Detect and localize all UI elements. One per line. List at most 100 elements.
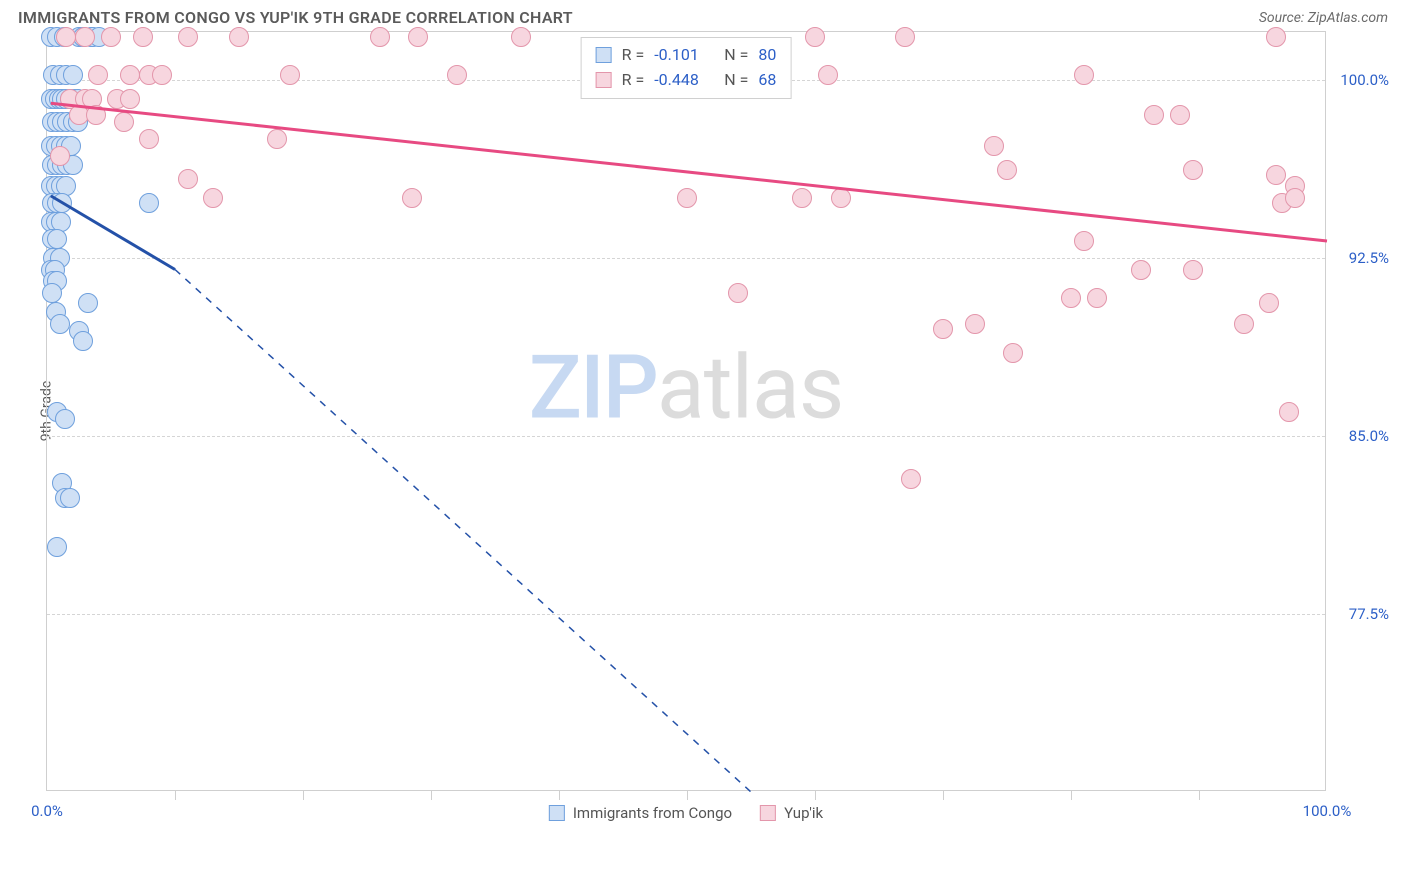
plot-area: ZIPatlas R =-0.101N =80R =-0.448N =68 Im… (46, 31, 1326, 791)
scatter-point (139, 193, 159, 213)
scatter-point (1259, 293, 1279, 313)
scatter-point (78, 293, 98, 313)
r-value: -0.101 (654, 43, 714, 68)
scatter-point (1061, 288, 1081, 308)
y-tick-label: 77.5% (1349, 605, 1389, 623)
n-label: N = (724, 68, 748, 93)
scatter-point (1144, 105, 1164, 125)
stats-row: R = -0.101 N = 80 (596, 43, 777, 68)
watermark: ZIPatlas (529, 337, 844, 440)
scatter-point (933, 319, 953, 339)
scatter-point (86, 105, 106, 125)
trend-line-extension (175, 270, 751, 793)
x-minor-tick (559, 790, 560, 800)
scatter-point (1183, 160, 1203, 180)
scatter-point (370, 27, 390, 47)
scatter-point (408, 27, 428, 47)
scatter-point (677, 188, 697, 208)
legend-label: Immigrants from Congo (573, 804, 732, 822)
n-label: N = (724, 43, 748, 68)
x-minor-tick (943, 790, 944, 800)
legend-swatch (760, 805, 776, 821)
scatter-point (895, 27, 915, 47)
legend-item: Yup'ik (760, 804, 823, 822)
scatter-point (818, 65, 838, 85)
source-label: Source: ZipAtlas.com (1259, 10, 1388, 26)
scatter-point (1074, 231, 1094, 251)
legend-swatch (596, 72, 612, 88)
chart-container: 9th Grade ZIPatlas R =-0.101N =80R =-0.4… (18, 31, 1388, 791)
scatter-point (831, 188, 851, 208)
scatter-point (139, 129, 159, 149)
scatter-point (280, 65, 300, 85)
scatter-point (1087, 288, 1107, 308)
scatter-point (203, 188, 223, 208)
x-minor-tick (175, 790, 176, 800)
scatter-point (1074, 65, 1094, 85)
r-value: -0.448 (654, 68, 714, 93)
scatter-point (1234, 314, 1254, 334)
scatter-point (1279, 402, 1299, 422)
scatter-point (120, 89, 140, 109)
watermark-atlas: atlas (657, 337, 843, 440)
scatter-point (997, 160, 1017, 180)
x-minor-tick (687, 790, 688, 800)
y-tick-label: 92.5% (1349, 249, 1389, 267)
scatter-point (984, 136, 1004, 156)
scatter-point (60, 488, 80, 508)
trend-lines-layer (47, 32, 1325, 790)
gridline (47, 436, 1325, 437)
chart-title: IMMIGRANTS FROM CONGO VS YUP'IK 9TH GRAD… (18, 8, 573, 27)
scatter-point (55, 409, 75, 429)
legend-label: Yup'ik (784, 804, 823, 822)
n-value: 68 (758, 68, 776, 93)
scatter-point (50, 146, 70, 166)
x-tick-label: 0.0% (31, 802, 63, 820)
scatter-point (447, 65, 467, 85)
scatter-point (229, 27, 249, 47)
scatter-point (901, 469, 921, 489)
scatter-point (47, 229, 67, 249)
scatter-point (1266, 165, 1286, 185)
scatter-point (792, 188, 812, 208)
scatter-point (42, 283, 62, 303)
legend-swatch (549, 805, 565, 821)
x-minor-tick (1071, 790, 1072, 800)
bottom-legend: Immigrants from Congo Yup'ik (549, 804, 823, 822)
scatter-point (63, 65, 83, 85)
n-value: 80 (758, 43, 776, 68)
y-tick-label: 85.0% (1349, 427, 1389, 445)
trend-line (51, 103, 1327, 241)
r-label: R = (622, 43, 645, 68)
scatter-point (402, 188, 422, 208)
x-minor-tick (431, 790, 432, 800)
x-tick-label: 100.0% (1303, 802, 1352, 820)
scatter-point (50, 314, 70, 334)
scatter-point (728, 283, 748, 303)
scatter-point (1131, 260, 1151, 280)
legend-swatch (596, 47, 612, 63)
scatter-point (267, 129, 287, 149)
scatter-point (56, 27, 76, 47)
scatter-point (152, 65, 172, 85)
y-tick-label: 100.0% (1340, 71, 1389, 89)
stats-legend-box: R = -0.101 N = 80 R = -0.448 N = 68 (581, 37, 792, 99)
legend-item: Immigrants from Congo (549, 804, 732, 822)
scatter-point (101, 27, 121, 47)
scatter-point (1285, 188, 1305, 208)
r-label: R = (622, 68, 645, 93)
scatter-point (511, 27, 531, 47)
scatter-point (47, 537, 67, 557)
scatter-point (75, 27, 95, 47)
scatter-point (1266, 27, 1286, 47)
gridline (47, 258, 1325, 259)
scatter-point (1170, 105, 1190, 125)
scatter-point (133, 27, 153, 47)
scatter-point (114, 112, 134, 132)
scatter-point (73, 331, 93, 351)
x-minor-tick (1199, 790, 1200, 800)
scatter-point (120, 65, 140, 85)
scatter-point (1183, 260, 1203, 280)
scatter-point (52, 193, 72, 213)
x-minor-tick (303, 790, 304, 800)
